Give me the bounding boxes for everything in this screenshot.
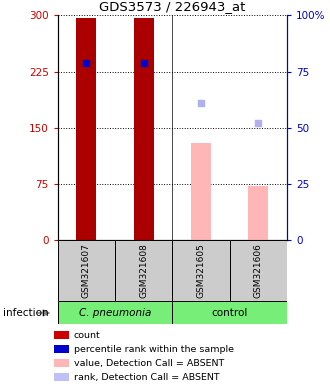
Bar	[54, 359, 69, 367]
Point	[84, 60, 89, 66]
Text: GSM321608: GSM321608	[139, 243, 148, 298]
Bar	[54, 373, 69, 381]
Text: count: count	[74, 331, 100, 340]
Point	[256, 120, 261, 126]
Text: C. pneumonia: C. pneumonia	[79, 308, 151, 318]
Point	[141, 60, 147, 66]
Text: GSM321607: GSM321607	[82, 243, 91, 298]
Text: infection: infection	[3, 308, 49, 318]
Bar	[248, 186, 269, 240]
Bar	[173, 301, 287, 324]
Point	[198, 100, 204, 106]
Bar	[54, 331, 69, 339]
Bar	[76, 18, 96, 240]
Text: rank, Detection Call = ABSENT: rank, Detection Call = ABSENT	[74, 372, 219, 382]
Text: GSM321606: GSM321606	[254, 243, 263, 298]
Bar	[230, 240, 287, 301]
Bar	[54, 345, 69, 353]
Text: control: control	[212, 308, 248, 318]
Bar	[58, 301, 173, 324]
Bar	[115, 240, 173, 301]
Bar	[134, 18, 154, 240]
Text: percentile rank within the sample: percentile rank within the sample	[74, 345, 234, 354]
Bar	[191, 143, 211, 240]
Bar	[173, 240, 230, 301]
Text: value, Detection Call = ABSENT: value, Detection Call = ABSENT	[74, 359, 224, 367]
Bar	[58, 240, 115, 301]
Text: GSM321605: GSM321605	[197, 243, 206, 298]
Title: GDS3573 / 226943_at: GDS3573 / 226943_at	[99, 0, 246, 13]
